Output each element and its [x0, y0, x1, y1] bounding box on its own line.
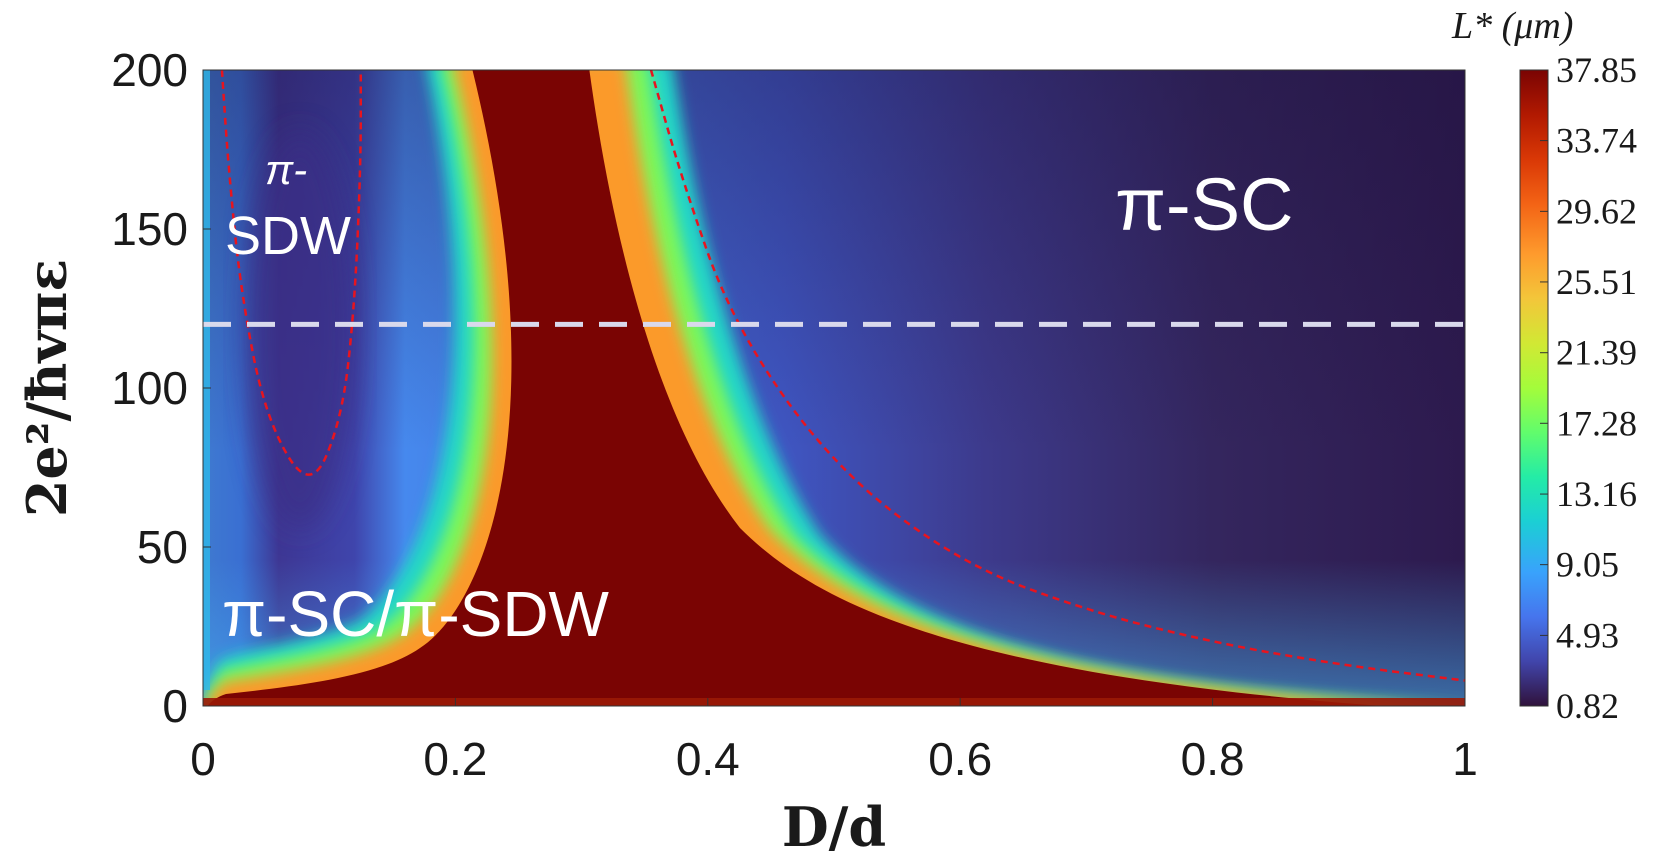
y-tick-label: 0: [162, 680, 188, 732]
boundary-curve-0: [220, 70, 362, 476]
y-tick-label: 100: [111, 362, 188, 414]
colorbar-tick-label: 21.39: [1556, 333, 1637, 373]
colorbar: [1519, 69, 1549, 707]
colorbar-tick-label: 17.28: [1556, 403, 1637, 443]
band-red-core: [207, 70, 1383, 706]
y-tick-label: 50: [137, 521, 188, 573]
bottom-edge-band: [203, 698, 1465, 706]
sdw-pocket: [245, 130, 355, 530]
y-axis-ticks: 0 50 100 150 200: [111, 44, 211, 732]
colorbar-tick-label: 33.74: [1556, 121, 1637, 161]
label-pi: π-: [265, 146, 307, 193]
x-tick-label: 0.4: [676, 733, 740, 785]
x-tick-label: 0.2: [423, 733, 487, 785]
label-pi-sc: π-SC: [1115, 163, 1294, 246]
colorbar-tick-label: 25.51: [1556, 262, 1637, 302]
colorbar-tick-label: 37.85: [1556, 50, 1637, 90]
colorbar-title: L* (μm): [1451, 5, 1573, 47]
x-tick-label: 1: [1452, 733, 1478, 785]
x-axis-ticks: 0 0.2 0.4 0.6 0.8 1: [190, 698, 1478, 785]
heatmap-field: [203, 70, 1465, 706]
x-tick-label: 0: [190, 733, 216, 785]
y-tick-label: 200: [111, 44, 188, 96]
y-axis-title: 2e²/ħvπε: [15, 259, 79, 517]
colorbar-tick-label: 9.05: [1556, 545, 1619, 585]
left-edge-glow: [203, 70, 210, 690]
colorbar-tick-label: 4.93: [1556, 615, 1619, 655]
boundary-curve-1: [649, 70, 1465, 682]
colorbar-ticks: 37.85 33.74 29.62 25.51 21.39 17.28 13.16 9.05 4…: [1540, 50, 1637, 726]
colorbar-tick-label: 13.16: [1556, 474, 1637, 514]
colorbar-tick-label: 0.82: [1556, 686, 1619, 726]
x-tick-label: 0.8: [1181, 733, 1245, 785]
x-tick-label: 0.6: [928, 733, 992, 785]
label-sdw: SDW: [225, 206, 351, 266]
colorbar-tick-label: 29.62: [1556, 191, 1637, 231]
y-tick-label: 150: [111, 203, 188, 255]
x-axis-title: D/d: [782, 795, 886, 858]
label-pi-sc-pi-sdw: π-SC/π-SDW: [222, 578, 610, 650]
overlay-lines: [203, 70, 1465, 682]
